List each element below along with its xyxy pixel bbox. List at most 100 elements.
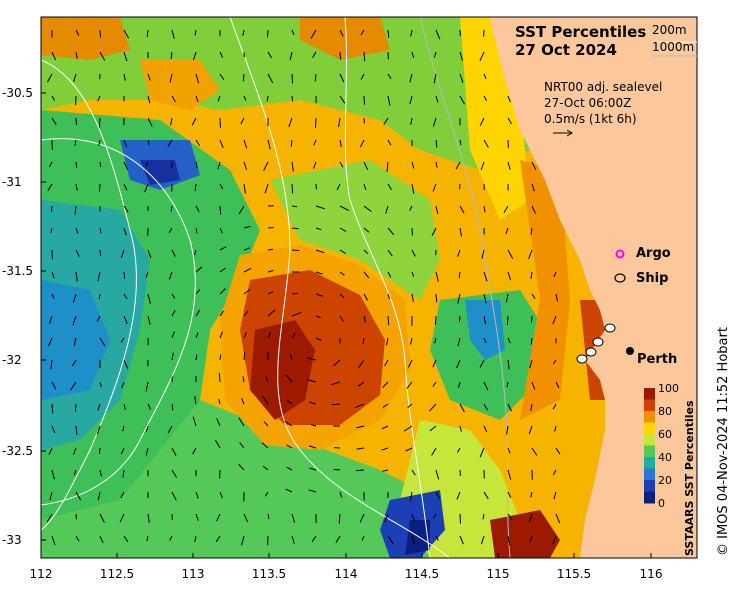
current-arrow [406,381,413,389]
lon-tick: 112.5 [99,567,135,581]
current-arrow [507,447,511,454]
current-arrow [72,293,77,304]
current-arrow [410,117,413,125]
current-arrow [264,491,269,497]
current-arrow [339,491,343,498]
current-arrow [315,249,325,254]
current-arrow [195,309,201,317]
current-arrow [75,271,78,282]
current-arrow [99,161,102,168]
current-arrow [99,535,104,544]
current-arrow [169,535,173,541]
current-arrow [507,271,512,281]
current-arrow [75,249,80,257]
current-arrow [480,535,485,545]
current-arrow [219,227,223,234]
current-arrow [313,139,317,146]
current-arrow [480,161,485,171]
current-arrow [456,359,461,369]
current-arrow [483,271,488,282]
current-arrow [51,293,55,299]
current-arrow [360,29,365,36]
current-arrow [431,447,437,456]
current-arrow [336,183,341,191]
current-arrow [51,469,55,480]
current-arrow [432,513,437,519]
current-arrow [123,535,129,542]
current-arrow [267,227,274,229]
current-arrow [46,513,53,523]
current-arrow [483,403,488,411]
current-arrow [435,205,439,215]
current-arrow [459,425,462,432]
current-arrow [339,205,350,212]
colorbar-segment [644,399,655,412]
current-arrow [381,425,389,430]
current-arrow [339,161,344,168]
colorbar-segment [644,445,655,458]
current-arrow [99,51,106,61]
current-arrow [219,51,224,58]
current-arrow [267,29,269,38]
current-arrow [528,425,533,435]
current-arrow [284,420,293,427]
current-arrow [552,403,557,410]
legend-argo: Argo [636,246,671,261]
current-arrow [411,161,415,169]
current-arrow [119,513,125,523]
colorbar-segment [644,422,655,435]
current-arrow [483,337,487,344]
current-arrow [363,249,369,254]
current-arrow [120,337,125,343]
current-arrow [123,29,130,39]
current-arrow [411,51,415,59]
ship-marker-icon [614,273,626,283]
current-arrow [50,227,53,234]
current-arrow [170,205,173,212]
current-arrow [458,315,461,323]
current-arrow [309,401,317,405]
current-arrow [194,29,197,36]
current-arrow [51,535,56,546]
current-arrow [99,117,101,128]
current-arrow [457,337,461,347]
current-arrow [315,337,322,341]
current-arrow [507,249,514,259]
current-arrow [355,469,365,472]
current-arrow [459,95,466,105]
current-arrow [530,491,533,498]
current-note-line1: NRT00 adj. sealevel [544,80,663,94]
current-arrow [75,161,78,169]
current-arrow [51,381,57,390]
colorbar-segment [644,411,655,423]
lat-tick: -31 [2,175,22,189]
current-arrow [315,227,322,231]
current-arrow [97,491,101,501]
current-arrow [195,354,198,361]
current-arrow [432,117,437,127]
current-arrow [219,205,222,215]
map-date: 27 Oct 2024 [515,41,617,59]
current-arrow [146,535,149,542]
current-arrow [528,513,533,522]
current-arrow [291,249,300,251]
current-arrow [145,447,149,456]
current-arrow [435,469,440,480]
current-arrow [171,309,176,317]
current-arrow [339,73,345,83]
current-arrow [507,491,512,498]
current-arrow [75,535,80,542]
current-arrow [147,293,151,304]
current-arrow [386,337,389,346]
current-arrow [96,315,101,322]
current-arrow [363,205,372,212]
current-arrow [48,337,53,347]
current-arrow [219,331,223,339]
current-arrow [338,513,341,524]
current-arrow [291,95,294,102]
current-arrow [216,418,221,427]
current-arrow [267,332,272,339]
current-arrow [411,271,415,277]
current-arrow [339,95,346,104]
